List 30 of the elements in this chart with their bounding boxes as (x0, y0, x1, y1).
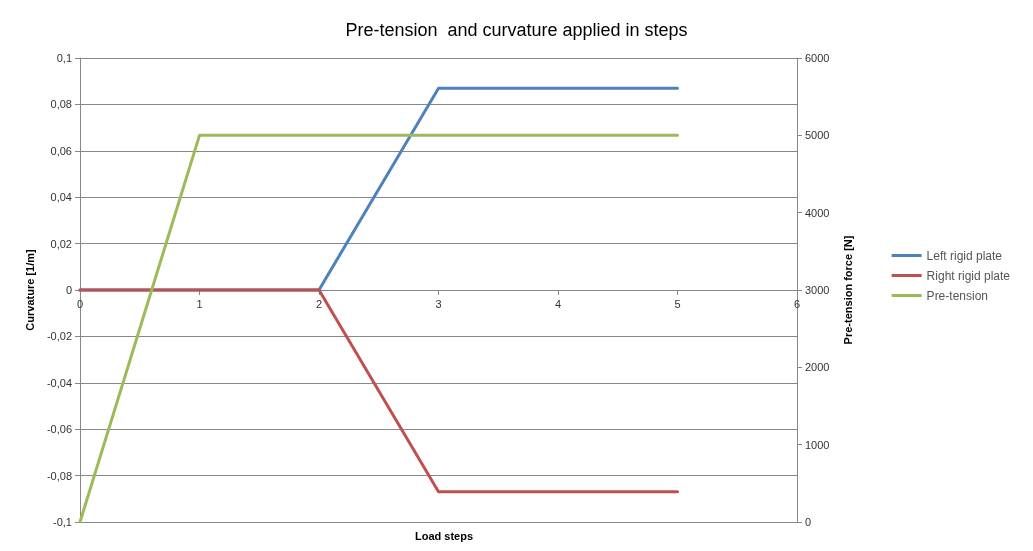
legend-label: Left rigid plate (926, 248, 1003, 263)
y2-tick-label: 1000 (805, 438, 830, 451)
y-tick-label: -0,08 (46, 469, 72, 482)
x-tick-label: 4 (554, 297, 562, 310)
y2-tick-label: 4000 (805, 206, 830, 219)
y2-tick-label: 6000 (805, 52, 830, 64)
y-tick-label: 0,06 (50, 144, 72, 157)
y2-tick-label: 0 (805, 516, 812, 528)
legend-label: Pre-tension (926, 288, 988, 303)
x-tick-label: 1 (196, 297, 203, 310)
y-tick-label: 0,04 (50, 191, 72, 204)
y-axis-title: Curvature [1/m] (23, 249, 36, 331)
y-tick-label: 0 (65, 284, 72, 296)
y-tick-label: -0,02 (46, 330, 72, 343)
y-tick-label: -0,04 (46, 376, 72, 389)
y2-axis-title: Pre-tension force [N] (841, 235, 854, 345)
legend-label: Right rigid plate (926, 268, 1011, 283)
x-tick-label: 2 (315, 297, 323, 310)
x-tick-label: 3 (435, 297, 442, 310)
y2-tick-label: 2000 (805, 361, 830, 374)
x-tick-label: 5 (674, 297, 681, 310)
y-tick-label: 0,1 (56, 52, 72, 64)
y-tick-label: 0,08 (50, 98, 72, 111)
y2-tick-label: 3000 (805, 284, 830, 296)
chart-title: Pre-tension and curvature applied in steps (345, 20, 688, 40)
y-tick-label: -0,06 (46, 423, 72, 436)
y-tick-label: 0,02 (50, 237, 72, 250)
x-axis-title: Load steps (415, 529, 474, 542)
y2-tick-label: 5000 (805, 129, 830, 142)
y-tick-label: -0,1 (53, 516, 72, 528)
